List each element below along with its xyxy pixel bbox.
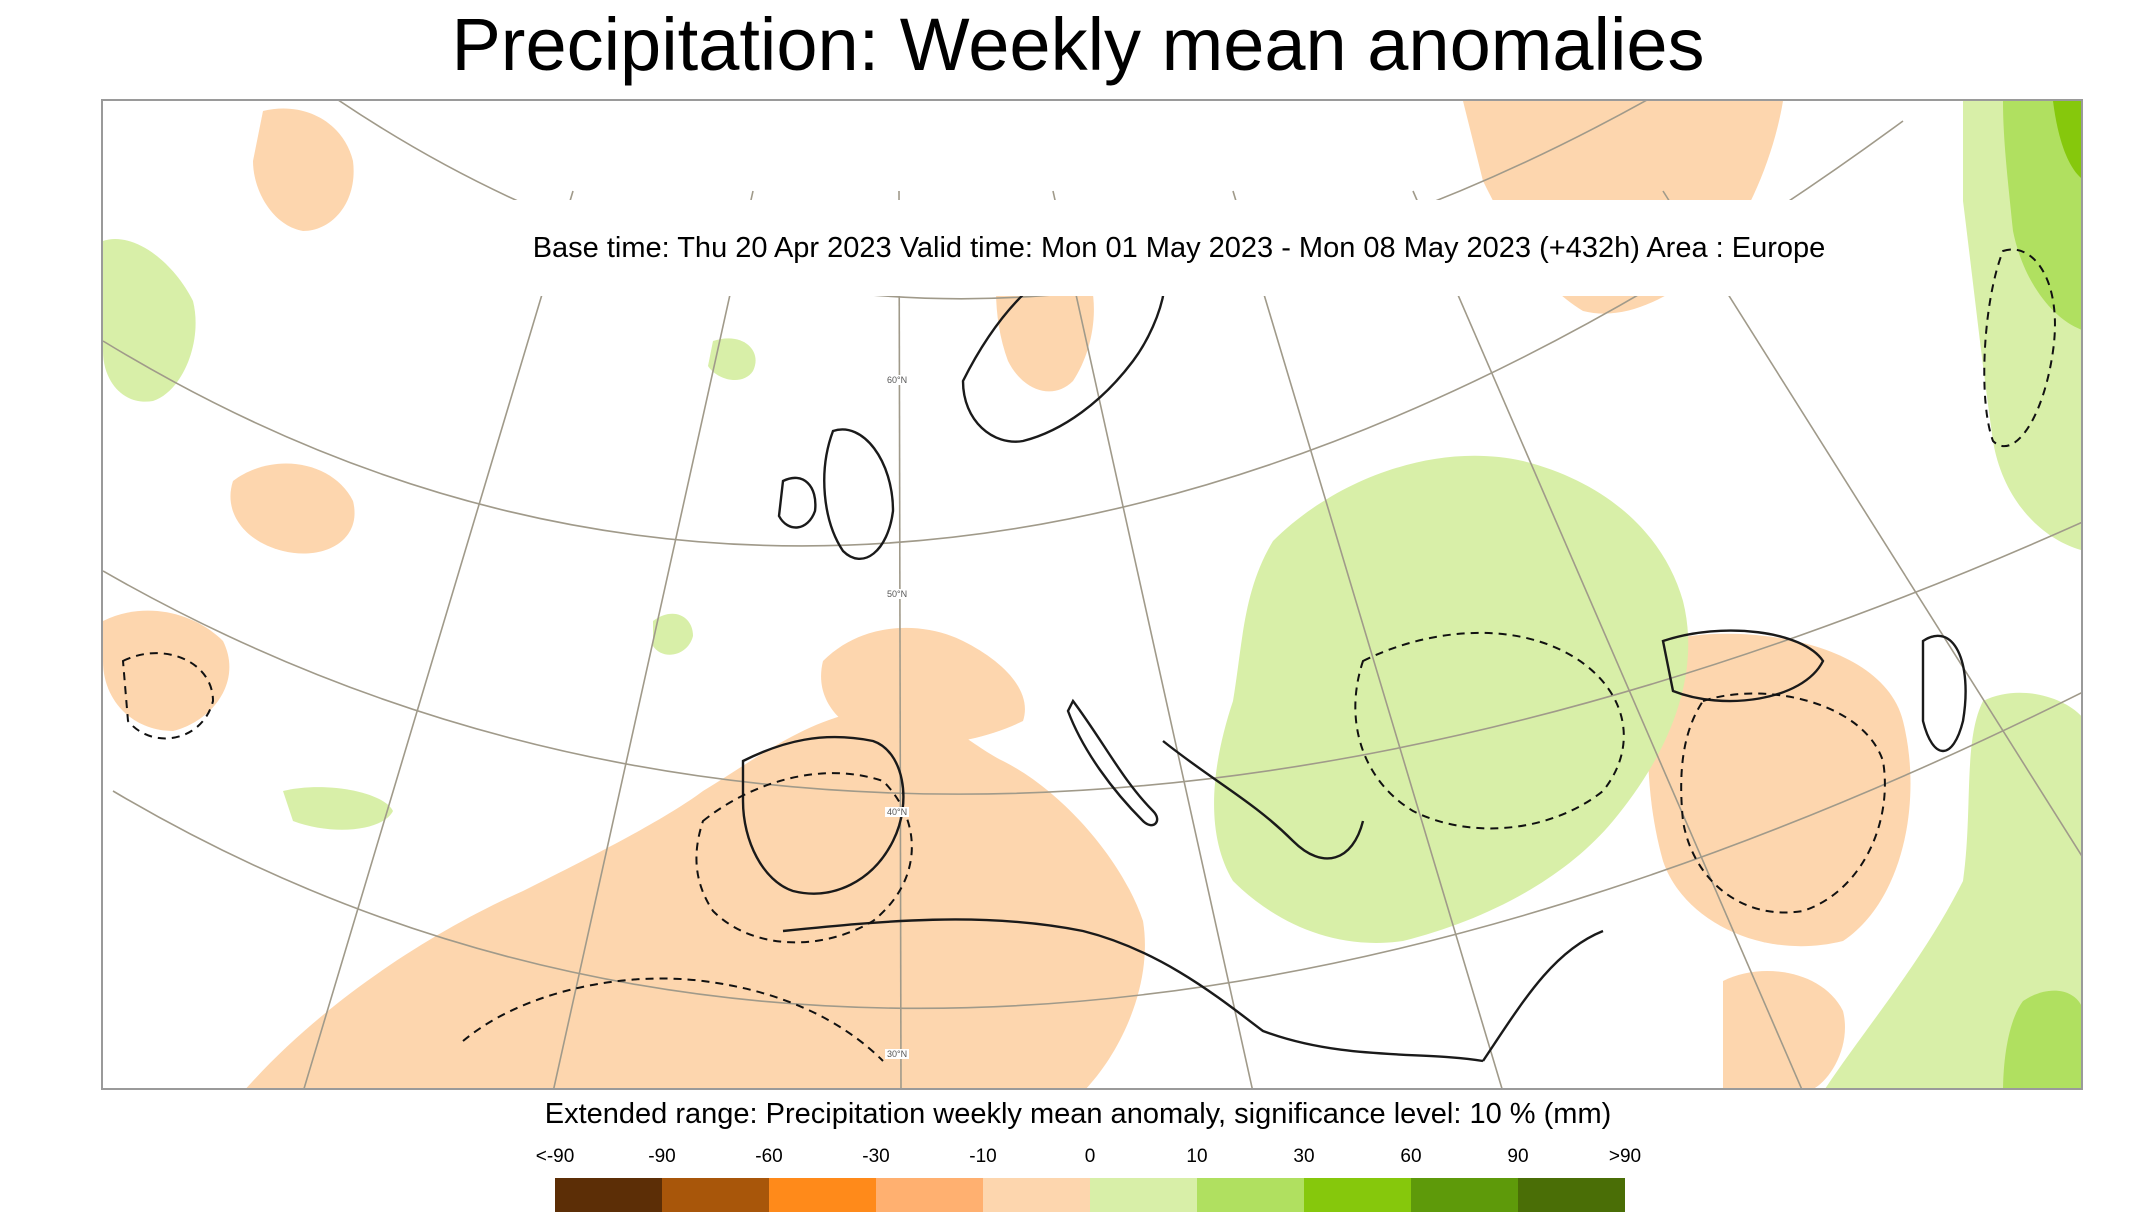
lat-label-30n: 30°N [885,1049,910,1059]
legend-tick: <-90 [535,1146,575,1167]
contour-iberia [695,772,913,944]
parallel-60n [338,101,1647,300]
legend-tick: 60 [1400,1146,1422,1167]
wet-area-iran [2003,990,2081,1088]
legend-tick: >90 [1608,1146,1642,1167]
contour-atlantic-west [121,652,215,740]
legend-tick: -10 [969,1146,997,1167]
wet-area-russia-east-strong [2003,101,2081,330]
page-title: Precipitation: Weekly mean anomalies [451,3,1705,86]
coast-eastern-med [1482,929,1604,1062]
legend-swatch [983,1178,1090,1212]
map-canvas [103,101,2081,1088]
meridian-10w [553,190,754,1088]
lat-label-50n: 50°N [885,589,910,599]
legend-ticks: <-90 -90 -60 -30 -10 0 10 30 60 90 >90 [536,1146,1641,1170]
meridian-10e [1052,190,1253,1088]
legend-swatch [555,1178,662,1212]
meridian-20w [303,190,574,1088]
coastlines [741,239,1967,1063]
coast-italy [1066,698,1159,827]
coast-caspian [1921,634,1967,752]
meridian-0 [898,190,902,1088]
dry-area-arabia [1723,971,1845,1088]
legend-tick: -90 [648,1146,676,1167]
dry-anomaly-areas [103,101,1911,1088]
legend-swatch [1411,1178,1518,1212]
dry-area-france [821,627,1025,745]
legend-tick: 10 [1186,1146,1208,1167]
meridian-30e [1412,190,1803,1088]
parallel-50n [103,120,1904,547]
lat-label-40n: 40°N [885,807,910,817]
coast-black-sea [1661,629,1825,703]
legend-tick: 90 [1507,1146,1529,1167]
graticule [103,101,2081,1088]
coast-iberia [741,735,905,895]
dry-area-atlantic-mid [230,463,355,554]
forecast-info: Base time: Thu 20 Apr 2023 Valid time: M… [498,200,1860,296]
wet-area-atlantic-mid [653,613,693,655]
legend-swatch [769,1178,876,1212]
legend-swatch [1090,1178,1197,1212]
legend-tick: -30 [862,1146,890,1167]
meridian-20e [1232,190,1503,1088]
legend-swatch [1518,1178,1625,1212]
parallel-30n [112,692,2081,1010]
coast-britain [823,428,895,561]
legend-tick: -60 [755,1146,783,1167]
dry-area-iberia-nafrica [246,709,1145,1088]
wet-area-caspian-south [1825,692,2081,1088]
coast-north-africa [782,918,1484,1063]
wet-area-atlantic-south [283,787,393,830]
parallel-40n [103,521,2081,795]
legend-tick: 0 [1084,1146,1096,1167]
wet-area-balkans-turkey [1214,455,1689,943]
wet-area-atlantic-north [708,338,756,381]
coast-ireland [777,476,817,529]
significance-contours [121,248,2056,1062]
legend-title: Extended range: Precipitation weekly mea… [544,1098,1612,1130]
anomaly-map: Base time: Thu 20 Apr 2023 Valid time: M… [101,99,2083,1090]
legend-swatch [876,1178,983,1212]
wet-area-greenland-west [103,239,196,402]
meridian-40e [1662,190,2081,857]
legend-swatch [1197,1178,1304,1212]
dry-area-greenland [253,108,354,231]
contour-east-russia [1983,248,2056,448]
dry-area-atlantic-west [103,610,230,731]
legend-swatch [662,1178,769,1212]
legend-tick: 30 [1293,1146,1315,1167]
legend-swatch [1304,1178,1411,1212]
contour-nafrica [462,977,884,1062]
wet-area-russia-east-core [2053,101,2081,178]
contour-middle-east [1680,692,1886,914]
dry-area-middle-east [1648,633,1911,947]
wet-anomaly-areas [103,101,2081,1088]
coast-balkans [1162,740,1365,860]
legend-colorbar [555,1178,1625,1212]
lat-label-60n: 60°N [885,375,910,385]
